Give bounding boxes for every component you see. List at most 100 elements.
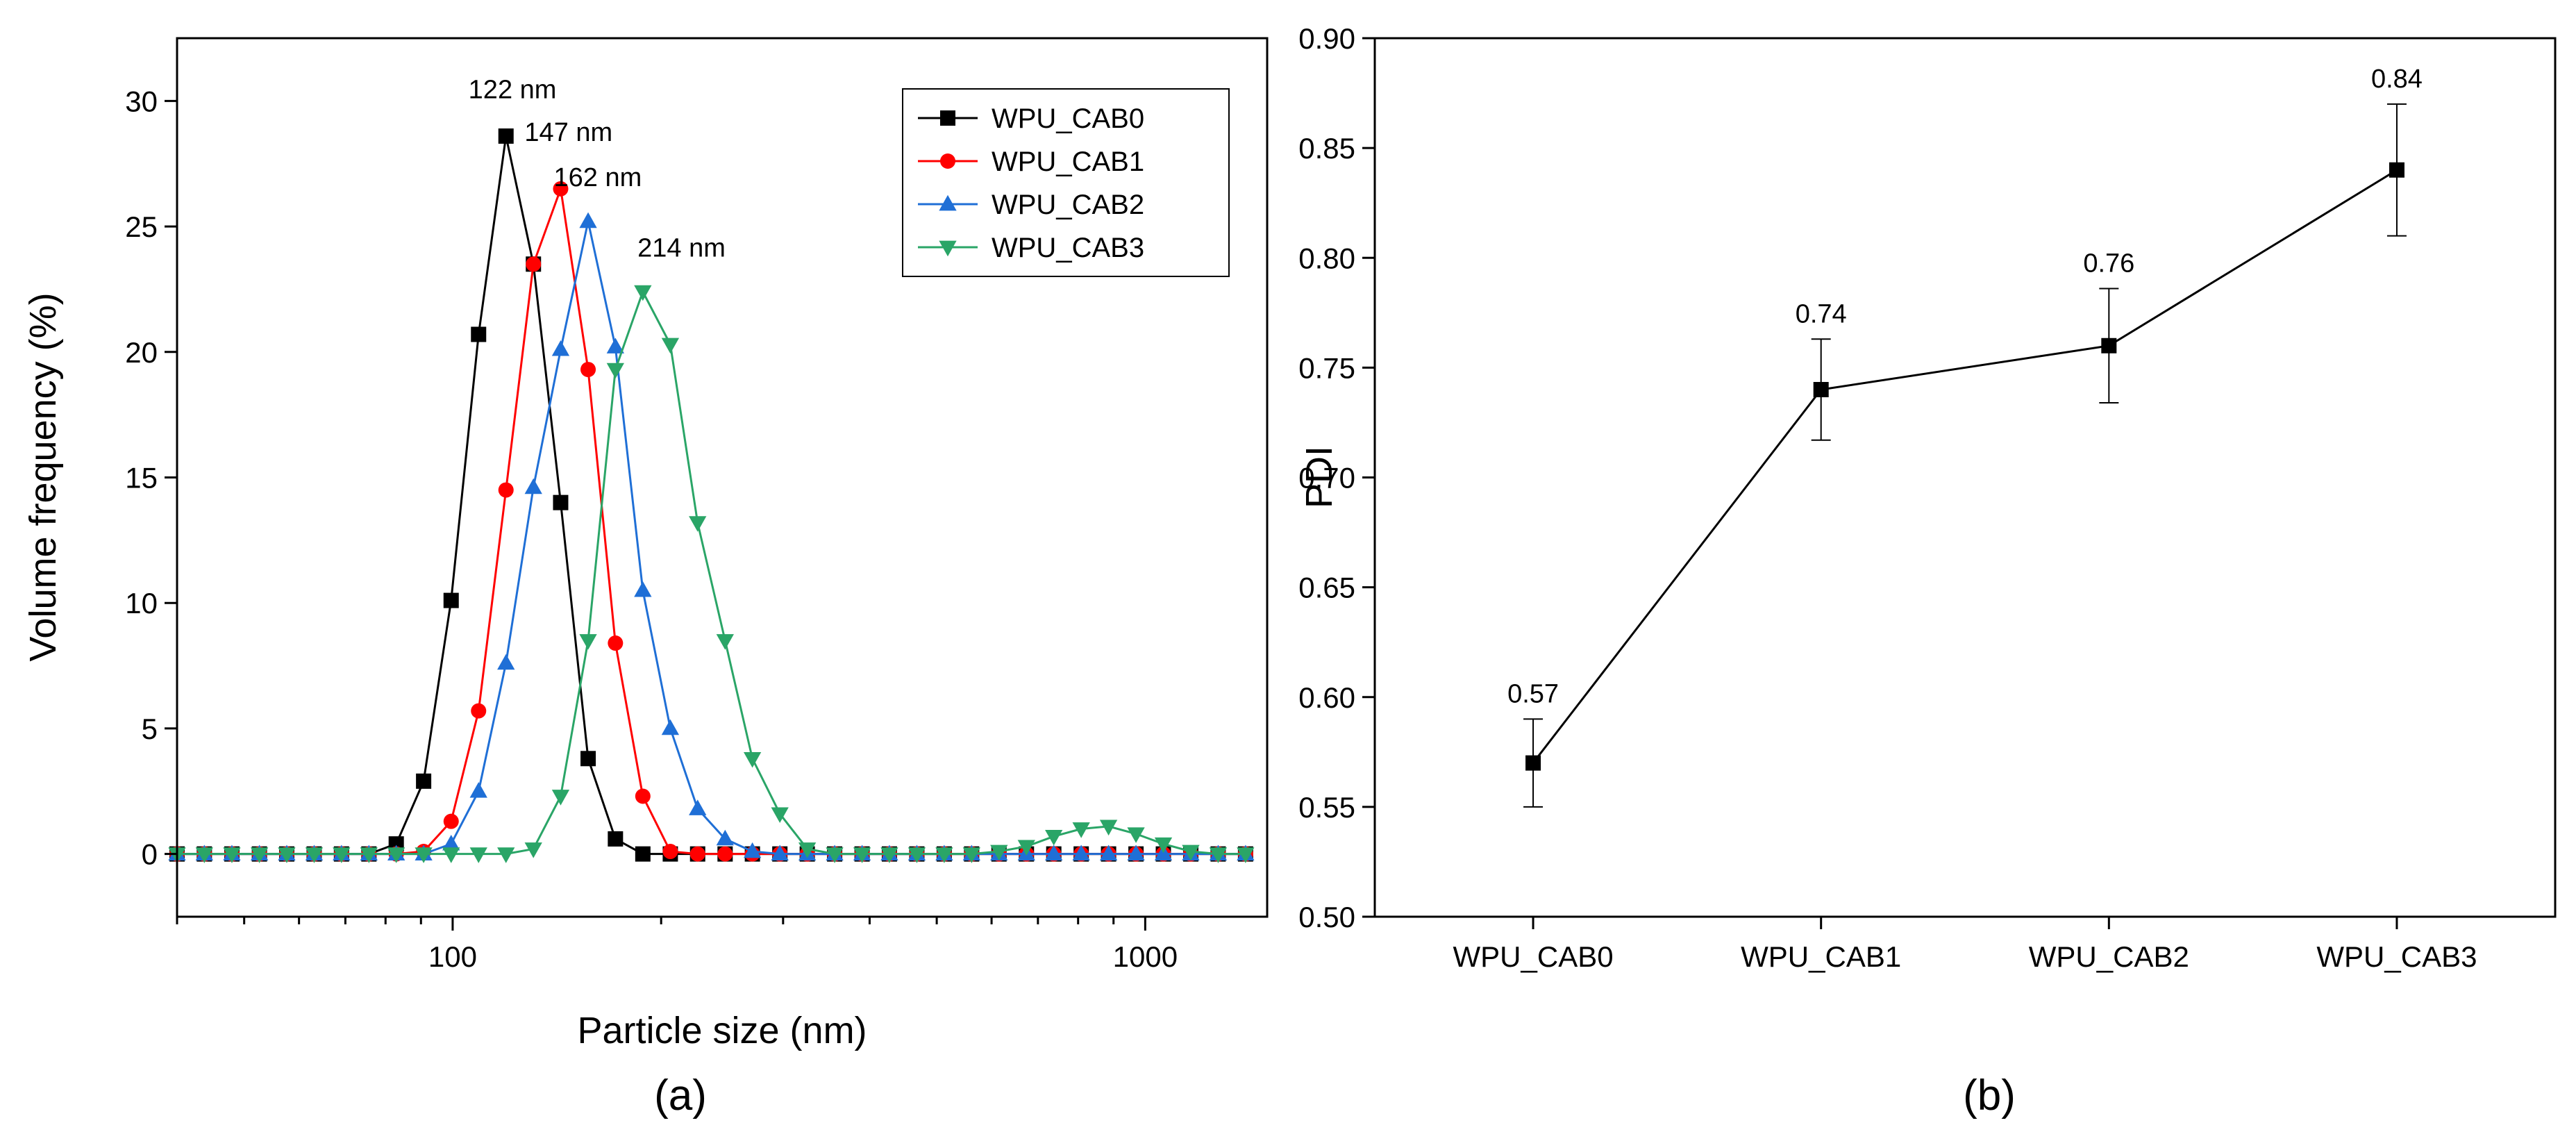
pdi-plot-area: 0.57 0.74 0.76 0.84 — [1507, 65, 2423, 808]
data-label: 0.76 — [2083, 249, 2134, 278]
data-point — [634, 581, 652, 597]
data-point — [908, 847, 926, 863]
data-point — [551, 340, 570, 356]
data-point — [635, 788, 651, 804]
data-point — [606, 363, 624, 379]
y-axis-label: Volume frequency (%) — [22, 292, 64, 661]
pdi-chart: 0.57 0.74 0.76 0.84 0.50 0.55 0.60 0.65 0.70 0.7… — [1298, 22, 2557, 1119]
data-point — [1072, 822, 1090, 838]
peak-annotation: 122 nm — [469, 76, 557, 105]
pdi-point-group: 0.57 — [1507, 679, 1559, 808]
data-point — [935, 847, 953, 863]
y-tick-label: 0.55 — [1298, 791, 1355, 824]
data-point — [771, 844, 789, 860]
data-point — [1099, 844, 1118, 860]
data-label: 0.74 — [1796, 299, 1847, 328]
data-point — [278, 847, 296, 863]
particle-size-chart: 122 nm 147 nm 162 nm 214 nm 0 5 10 15 20 25 30 100… — [22, 37, 1269, 1119]
data-point — [551, 790, 570, 806]
y-tick-label: 0.80 — [1298, 242, 1355, 274]
data-point — [1182, 844, 1200, 861]
peak-annotation: 147 nm — [524, 118, 612, 147]
data-point — [606, 338, 624, 353]
series-line — [177, 188, 1246, 856]
y-tick-label: 20 — [125, 336, 158, 369]
data-point — [661, 338, 680, 354]
data-point — [635, 846, 651, 862]
data-point — [1045, 829, 1063, 846]
data-point — [223, 847, 241, 863]
axis-ticks: 0.50 0.55 0.60 0.65 0.70 0.75 0.80 0.85 0.90 WPU_… — [1298, 22, 2477, 973]
x-tick-label: 100 — [428, 940, 477, 973]
x-axis-label: Particle size (nm) — [577, 1010, 867, 1051]
data-point — [579, 212, 597, 228]
data-point — [526, 256, 542, 272]
y-tick-label: 25 — [125, 210, 158, 243]
panel-label-a: (a) — [654, 1072, 707, 1119]
pdi-point-group: 0.84 — [2371, 65, 2423, 237]
series-wpu_cab2 — [168, 212, 1255, 860]
series-line — [177, 289, 1246, 856]
data-point — [661, 719, 680, 735]
x-tick-label: WPU_CAB1 — [1741, 940, 1901, 973]
data-point — [553, 181, 569, 197]
data-point — [442, 834, 460, 851]
legend-label: WPU_CAB1 — [992, 147, 1144, 177]
data-point — [662, 844, 678, 860]
legend: WPU_CAB0 WPU_CAB1 WPU_CAB2 WPU_CAB3 — [902, 88, 1230, 277]
y-tick-label: 0.85 — [1298, 132, 1355, 165]
data-point — [2389, 162, 2404, 178]
data-point — [1127, 827, 1145, 843]
data-point — [689, 846, 705, 862]
data-label: 0.84 — [2371, 65, 2423, 94]
legend-marker — [939, 240, 957, 257]
legend-box — [902, 88, 1230, 277]
series-wpu_cab3 — [168, 285, 1255, 863]
y-tick-label: 0 — [142, 838, 158, 871]
y-tick-label: 0.90 — [1298, 22, 1355, 55]
y-tick-label: 15 — [125, 462, 158, 494]
pdi-point-group: 0.74 — [1796, 299, 1847, 441]
data-point — [416, 773, 432, 789]
peak-annotation: 214 nm — [637, 233, 726, 263]
data-point — [743, 751, 762, 768]
data-point — [415, 847, 433, 863]
y-axis-label: PDI — [1298, 446, 1340, 508]
y-tick-label: 0.60 — [1298, 681, 1355, 714]
data-point — [716, 829, 734, 846]
data-point — [580, 751, 596, 767]
data-point — [1154, 837, 1173, 854]
data-point — [1813, 382, 1829, 397]
data-point — [1209, 847, 1228, 863]
data-point — [524, 842, 542, 858]
data-point — [469, 782, 487, 798]
y-tick-label: 30 — [125, 85, 158, 117]
data-point — [1072, 844, 1090, 860]
data-point — [716, 634, 734, 650]
data-point — [333, 847, 351, 863]
data-point — [1525, 755, 1541, 771]
particle-size-plot-area: 122 nm 147 nm 162 nm 214 nm — [168, 76, 1255, 863]
y-tick-label: 5 — [142, 713, 158, 745]
data-point — [443, 592, 459, 608]
series-wpu_cab1 — [169, 181, 1253, 862]
y-tick-label: 0.70 — [1298, 462, 1355, 494]
data-label: 0.57 — [1507, 679, 1559, 708]
legend-label: WPU_CAB3 — [992, 233, 1144, 263]
x-tick-label: 1000 — [1113, 940, 1178, 973]
data-point — [826, 847, 844, 863]
axis-ticks: 0 5 10 15 20 25 30 100 1000 — [125, 85, 1178, 973]
data-point — [689, 516, 707, 532]
data-point — [1237, 847, 1255, 863]
data-point — [608, 831, 624, 847]
data-point — [771, 807, 789, 824]
legend-marker — [939, 194, 957, 211]
series-line — [177, 221, 1246, 856]
pdi-point-group: 0.76 — [2083, 249, 2134, 403]
data-point — [853, 847, 871, 863]
y-tick-label: 0.75 — [1298, 351, 1355, 384]
data-point — [471, 703, 487, 719]
y-tick-label: 0.50 — [1298, 901, 1355, 933]
data-point — [1017, 840, 1035, 856]
